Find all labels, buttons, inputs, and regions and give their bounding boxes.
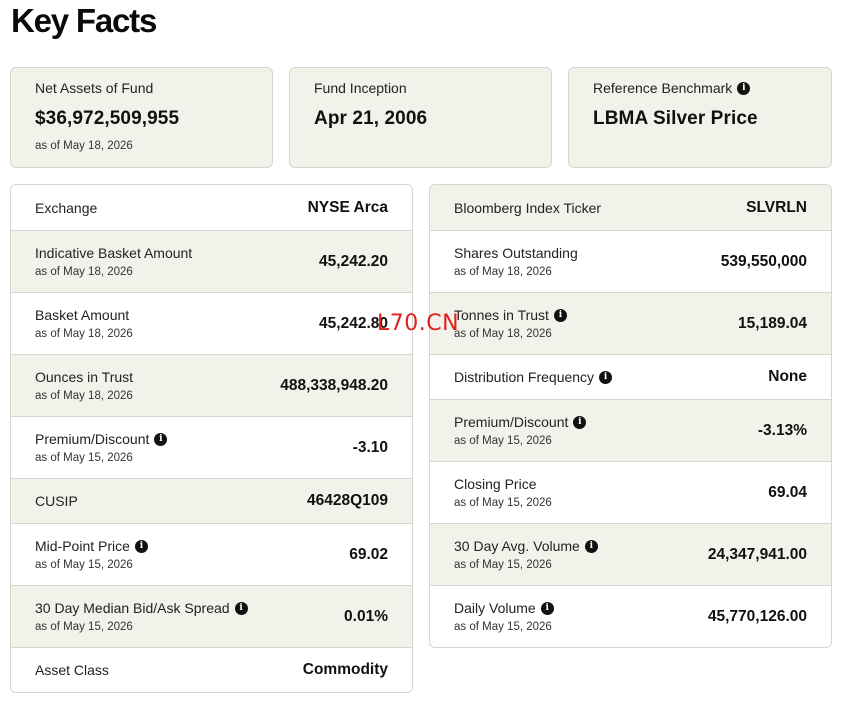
net-assets-asof: as of May 18, 2026	[35, 140, 133, 152]
row-value: 24,347,941.00	[707, 545, 807, 563]
row-value: None	[768, 368, 807, 385]
row-value: NYSE Arca	[307, 198, 388, 216]
row-label: Basket Amount	[35, 307, 130, 323]
row-label: Shares Outstanding	[454, 245, 578, 261]
info-icon[interactable]: i	[737, 81, 751, 95]
net-assets-label: Net Assets of Fund	[35, 80, 154, 96]
info-icon[interactable]: i	[134, 539, 148, 553]
row-asof: as of May 15, 2026	[35, 621, 133, 633]
table-row: Ounces in Trust as of May 18, 2026 488,3…	[11, 354, 412, 416]
row-label: Closing Price	[454, 476, 537, 492]
fund-inception-value: Apr 21, 2006	[314, 108, 428, 129]
info-icon[interactable]: i	[234, 601, 248, 615]
table-row: Mid-Point Price i as of May 15, 2026 69.…	[11, 523, 412, 585]
table-row: Bloomberg Index Ticker SLVRLN	[430, 185, 831, 230]
row-asof: as of May 18, 2026	[454, 266, 552, 278]
row-asof: as of May 18, 2026	[35, 266, 133, 278]
table-row: Exchange NYSE Arca	[11, 185, 412, 230]
fund-inception-label: Fund Inception	[314, 80, 407, 96]
table-row: Closing Price as of May 15, 2026 69.04	[430, 461, 831, 523]
row-asof: as of May 15, 2026	[35, 559, 133, 571]
table-row: Premium/Discount i as of May 15, 2026 -3…	[430, 399, 831, 461]
table-row: 30 Day Avg. Volume i as of May 15, 2026 …	[430, 523, 831, 585]
row-label: Indicative Basket Amount	[35, 245, 193, 261]
row-label: Distribution Frequency	[454, 369, 595, 385]
row-label: Mid-Point Price	[35, 538, 130, 554]
table-row: Distribution Frequency i None	[430, 354, 831, 399]
row-asof: as of May 18, 2026	[35, 328, 133, 340]
row-label: Bloomberg Index Ticker	[454, 199, 602, 216]
row-asof: as of May 18, 2026	[35, 390, 133, 402]
row-value: Commodity	[302, 661, 388, 678]
info-icon[interactable]: i	[599, 370, 613, 384]
page-title: Key Facts	[11, 2, 157, 39]
row-value: 45,242.20	[319, 252, 388, 270]
net-assets-value: $36,972,509,955	[35, 108, 180, 129]
table-row: Asset Class Commodity	[11, 647, 412, 692]
table-row: CUSIP 46428Q109	[11, 478, 412, 523]
row-value: 539,550,000	[720, 252, 807, 270]
row-value: 45,770,126.00	[707, 607, 807, 625]
row-label: 30 Day Median Bid/Ask Spread	[35, 600, 230, 616]
table-row: Daily Volume i as of May 15, 2026 45,770…	[430, 585, 831, 647]
row-value: 69.02	[349, 545, 388, 563]
row-value: 45,242.80	[319, 314, 388, 332]
row-value: -3.10	[352, 438, 388, 456]
row-asof: as of May 15, 2026	[35, 452, 133, 464]
table-row: Premium/Discount i as of May 15, 2026 -3…	[11, 416, 412, 478]
row-value: 15,189.04	[738, 314, 807, 332]
table-row: Tonnes in Trust i as of May 18, 2026 15,…	[430, 292, 831, 354]
row-label: Ounces in Trust	[35, 369, 134, 385]
row-label: Premium/Discount	[35, 431, 150, 447]
key-facts-left-table: Exchange NYSE Arca Indicative Basket Amo…	[10, 184, 413, 693]
info-icon[interactable]: i	[573, 415, 587, 429]
reference-benchmark-card: Reference Benchmark i LBMA Silver Price	[568, 67, 832, 168]
row-value: 69.04	[768, 483, 807, 501]
row-asof: as of May 15, 2026	[454, 435, 552, 447]
net-assets-card: Net Assets of Fund $36,972,509,955 as of…	[10, 67, 273, 168]
row-asof: as of May 15, 2026	[454, 621, 552, 633]
row-label: 30 Day Avg. Volume	[454, 538, 580, 554]
table-row: 30 Day Median Bid/Ask Spread i as of May…	[11, 585, 412, 647]
row-value: -3.13%	[757, 421, 807, 439]
row-label: Tonnes in Trust	[454, 307, 549, 323]
row-asof: as of May 15, 2026	[454, 497, 552, 509]
table-row: Basket Amount as of May 18, 2026 45,242.…	[11, 292, 412, 354]
reference-benchmark-label: Reference Benchmark	[593, 80, 733, 96]
row-asof: as of May 18, 2026	[454, 328, 552, 340]
row-label: Exchange	[35, 199, 98, 216]
key-facts-right-table: Bloomberg Index Ticker SLVRLN Shares Out…	[429, 184, 832, 648]
row-value: SLVRLN	[746, 198, 807, 216]
row-label: Daily Volume	[454, 600, 536, 616]
info-icon[interactable]: i	[154, 432, 168, 446]
info-icon[interactable]: i	[553, 308, 567, 322]
fund-inception-card: Fund Inception Apr 21, 2006	[289, 67, 552, 168]
row-asof: as of May 15, 2026	[454, 559, 552, 571]
row-value: 0.01%	[344, 607, 388, 625]
table-row: Shares Outstanding as of May 18, 2026 53…	[430, 230, 831, 292]
info-icon[interactable]: i	[540, 601, 554, 615]
row-label: Asset Class	[35, 662, 109, 678]
row-value: 488,338,948.20	[280, 376, 388, 394]
row-value: 46428Q109	[306, 492, 388, 509]
reference-benchmark-value: LBMA Silver Price	[593, 108, 758, 129]
info-icon[interactable]: i	[584, 539, 598, 553]
row-label: Premium/Discount	[454, 414, 569, 430]
table-row: Indicative Basket Amount as of May 18, 2…	[11, 230, 412, 292]
row-label: CUSIP	[35, 493, 78, 509]
